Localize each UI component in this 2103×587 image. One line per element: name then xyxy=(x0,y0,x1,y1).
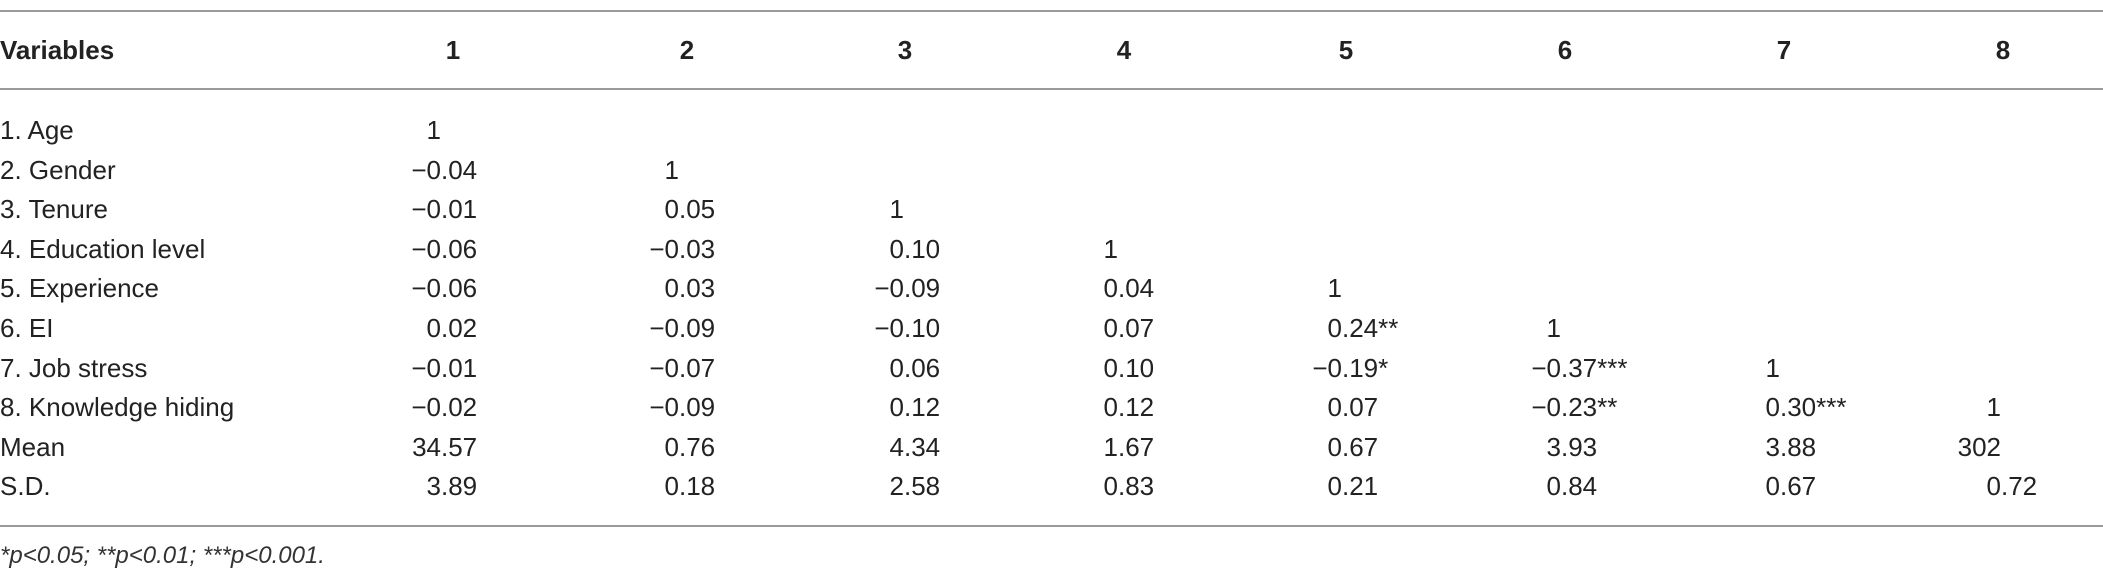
header-cell: 3 xyxy=(897,35,913,65)
table-cell: 3.89 xyxy=(426,471,478,502)
row-label: Mean xyxy=(0,431,66,462)
table-cell: 1 xyxy=(889,194,904,225)
header-rule xyxy=(0,88,2103,90)
table-cell: −0.23** xyxy=(1531,392,1618,423)
table-cell: −0.09 xyxy=(649,392,716,423)
table-cell: 0.04 xyxy=(1103,273,1155,304)
header-cell: 7 xyxy=(1776,35,1792,65)
table-cell: −0.37*** xyxy=(1531,352,1628,383)
row-label: 5. Experience xyxy=(0,273,159,304)
table-cell: 1 xyxy=(426,115,441,145)
header-cell: 2 xyxy=(679,35,695,65)
row-label: 4. Education level xyxy=(0,233,206,264)
table-cell: 0.67 xyxy=(1327,431,1379,462)
table-cell: 0.67 xyxy=(1765,471,1817,502)
table-cell: −0.09 xyxy=(874,273,941,304)
bottom-rule xyxy=(0,525,2103,527)
table-cell: 0.06 xyxy=(889,352,941,383)
table-cell: 1 xyxy=(1765,352,1780,383)
header-label: Variables xyxy=(0,35,115,65)
table-cell: 0.03 xyxy=(664,273,716,304)
table-cell: 1 xyxy=(1103,233,1118,264)
header-cell: 4 xyxy=(1116,35,1132,65)
table-cell: 0.10 xyxy=(1103,352,1155,383)
table-cell: −0.10 xyxy=(874,313,941,343)
row-label: 3. Tenure xyxy=(0,194,108,225)
row-label: 8. Knowledge hiding xyxy=(0,392,235,423)
table-cell: 0.07 xyxy=(1327,392,1379,423)
header-cell: 6 xyxy=(1557,35,1573,65)
table-cell: 3.93 xyxy=(1546,431,1598,462)
table-cell: 302 xyxy=(1957,431,2001,462)
table-cell: 0.76 xyxy=(664,431,716,462)
row-label: 2. Gender xyxy=(0,154,116,185)
table-cell: −0.02 xyxy=(411,392,478,423)
table-cell: 0.72 xyxy=(1986,471,2038,502)
table-cell: 0.30*** xyxy=(1765,392,1847,423)
table-cell: 0.84 xyxy=(1546,471,1598,502)
table-cell: 4.34 xyxy=(889,431,941,462)
table-cell: −0.06 xyxy=(411,233,478,264)
row-label: S.D. xyxy=(0,471,51,502)
footnote: *p<0.05; **p<0.01; ***p<0.001. xyxy=(0,542,325,569)
table-cell: 1.67 xyxy=(1103,431,1155,462)
table-cell: 2.58 xyxy=(889,471,941,502)
table-cell: 0.21 xyxy=(1327,471,1379,502)
table-cell: 0.12 xyxy=(889,392,941,423)
table-cell: 1 xyxy=(1327,273,1342,304)
table-cell: −0.01 xyxy=(411,352,478,383)
table-cell: 0.02 xyxy=(426,313,478,343)
table-cell: 1 xyxy=(1986,392,2001,423)
table-cell: −0.09 xyxy=(649,313,716,343)
table-cell: 0.83 xyxy=(1103,471,1155,502)
table-cell: −0.19* xyxy=(1312,352,1389,383)
row-label: 6. EI xyxy=(0,313,54,343)
top-rule xyxy=(0,10,2103,12)
table-cell: 1 xyxy=(664,154,679,185)
table-cell: 0.12 xyxy=(1103,392,1155,423)
table-cell: 0.18 xyxy=(664,471,716,502)
table-cell: 0.24** xyxy=(1327,313,1399,343)
table-cell: 3.88 xyxy=(1765,431,1817,462)
header-cell: 8 xyxy=(1995,35,2011,65)
table-cell: 34.57 xyxy=(412,431,478,462)
row-label: 7. Job stress xyxy=(0,352,148,383)
table-cell: −0.06 xyxy=(411,273,478,304)
header-cell: 1 xyxy=(445,35,461,65)
table-cell: −0.03 xyxy=(649,233,716,264)
table-cell: 0.05 xyxy=(664,194,716,225)
table-cell: 0.07 xyxy=(1103,313,1155,343)
table-cell: −0.07 xyxy=(649,352,716,383)
table-cell: −0.01 xyxy=(411,194,478,225)
header-cell: 5 xyxy=(1338,35,1354,65)
table-cell: 0.10 xyxy=(889,233,941,264)
table-cell: 1 xyxy=(1546,313,1561,343)
table-cell: −0.04 xyxy=(411,154,478,185)
row-label: 1. Age xyxy=(0,115,74,145)
